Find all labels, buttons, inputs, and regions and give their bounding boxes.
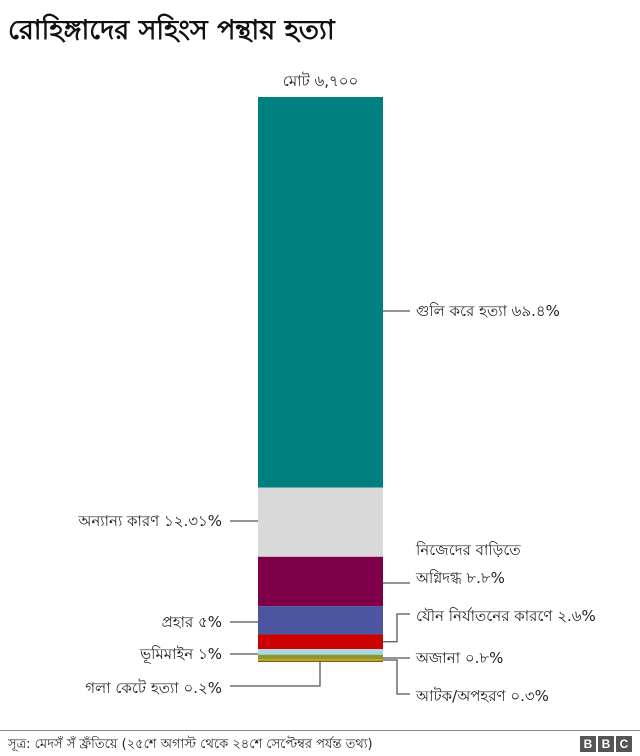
data-label: নিজেদের বাড়িতে অগ্নিদগ্ধ ৮.৮%: [416, 536, 521, 592]
data-label-line: গলা কেটে হত্যা ০.২%: [85, 679, 222, 697]
data-label: অন্যান্য কারণ ১২.৩১%: [78, 507, 222, 535]
bbc-logo-letter: C: [616, 736, 632, 752]
bar-segment: [258, 606, 383, 635]
bar-segment: [258, 659, 383, 661]
data-label: ভূমিমাইন ১%: [140, 640, 222, 668]
data-label-line: প্রহার ৫%: [161, 613, 222, 631]
bar-segment: [258, 649, 383, 655]
leader-line: [383, 613, 410, 643]
bar-segment: [258, 556, 383, 607]
bbc-logo-letter: B: [580, 736, 596, 752]
data-label: প্রহার ৫%: [162, 608, 222, 636]
data-label: গলা কেটে হত্যা ০.২%: [85, 674, 222, 702]
stacked-bar: [230, 97, 410, 695]
data-label-line: আটক/অপহরণ ০.৩%: [416, 687, 549, 705]
leader-line: [383, 659, 410, 695]
leader-line: [230, 662, 321, 687]
data-label: আটক/অপহরণ ০.৩%: [416, 682, 549, 710]
data-label-line: যৌন নির্যাতনের কারণে ২.৬%: [416, 607, 596, 625]
bar-segment: [258, 97, 383, 488]
chart-title: রোহিঙ্গাদের সহিংস পন্থায় হত্যা: [8, 15, 335, 46]
footer-divider: [0, 730, 640, 731]
bar-segment: [258, 660, 383, 662]
bbc-logo: B B C: [580, 736, 632, 752]
data-label: অজানা ০.৮%: [416, 644, 503, 672]
data-label: গুলি করে হত্যা ৬৯.৪%: [416, 297, 560, 325]
bar-segment: [258, 487, 383, 557]
bar-segment: [258, 634, 383, 650]
total-label: মোট ৬,৭০০: [282, 72, 359, 90]
data-label-line: অজানা ০.৮%: [416, 649, 504, 667]
data-label: যৌন নির্যাতনের কারণে ২.৬%: [416, 602, 596, 630]
source-note: সূত্র: মেদসঁ সঁ ফ্রঁতিয়ে (২৫শে অগাস্ট থ…: [8, 737, 373, 752]
data-label-line: অগ্নিদগ্ধ ৮.৮%: [416, 569, 505, 587]
data-label-line: নিজেদের বাড়িতে: [416, 541, 521, 559]
bar-segment: [258, 654, 383, 660]
data-label-line: গুলি করে হত্যা ৬৯.৪%: [416, 302, 560, 320]
data-label-line: ভূমিমাইন ১%: [140, 645, 222, 663]
data-label-line: অন্যান্য কারণ ১২.৩১%: [78, 512, 222, 530]
bbc-logo-letter: B: [598, 736, 614, 752]
